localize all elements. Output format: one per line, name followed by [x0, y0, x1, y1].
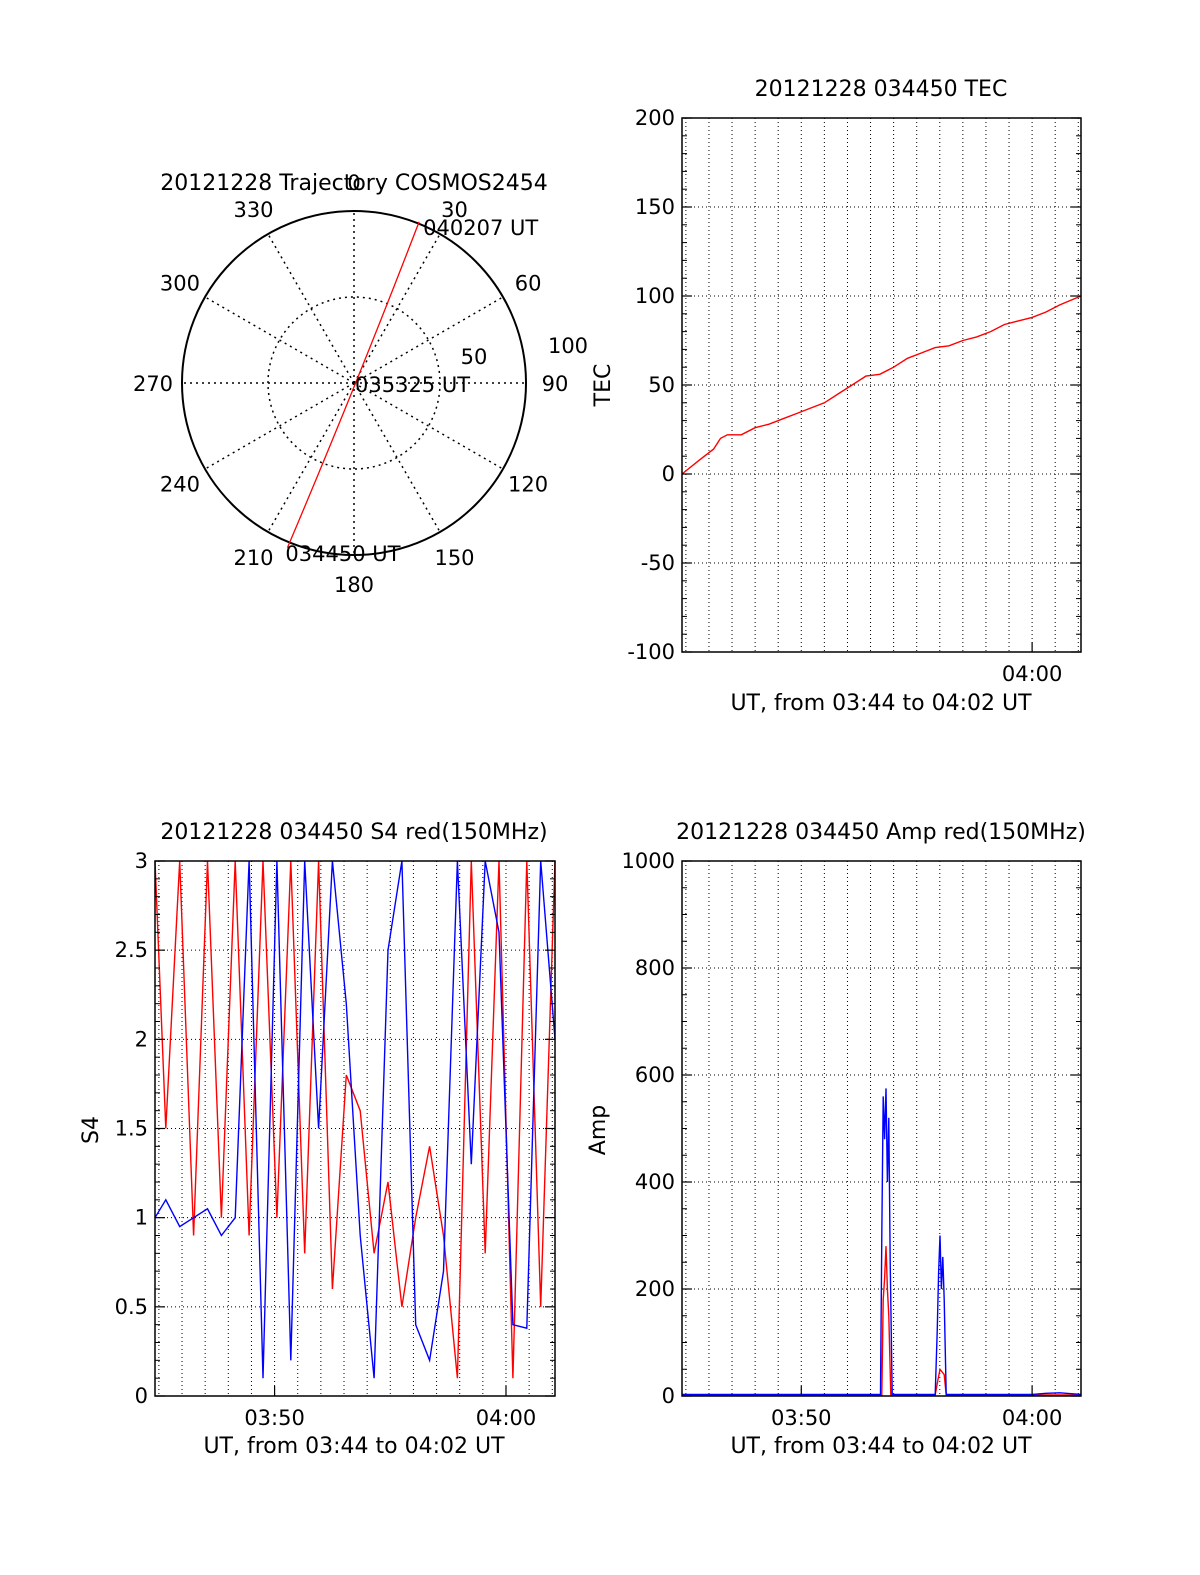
polar-azimuth-labels: 0 30 60 90 120 150 180 210 240 270 300 330	[133, 171, 568, 597]
x-tick-label: 03:50	[244, 1406, 305, 1430]
s4-grid	[155, 861, 555, 1396]
tec-grid	[682, 118, 1081, 652]
s4-title: 20121228 034450 S4 red(150MHz)	[160, 820, 547, 845]
y-tick-label: 0.5	[115, 1295, 148, 1319]
polar-azimuth-label-300: 300	[160, 272, 200, 296]
y-tick-label: 50	[648, 373, 675, 397]
polar-radial-label-50: 50	[461, 345, 488, 369]
polar-azimuth-label-0: 0	[347, 171, 360, 195]
series-line-red	[682, 1246, 1081, 1396]
polar-azimuth-label-120: 120	[508, 473, 548, 497]
polar-azimuth-label-180: 180	[334, 573, 374, 597]
polar-azimuth-label-60: 60	[515, 272, 542, 296]
polar-spoke-210	[267, 382, 355, 533]
s4-x-axis-label: UT, from 03:44 to 04:02 UT	[203, 1434, 505, 1459]
s4-y-tick-labels: 3 2.5 2 1.5 1 0.5 0	[115, 849, 555, 1408]
series-line-blue	[682, 1088, 1082, 1396]
polar-spoke-150	[353, 382, 441, 533]
y-tick-label: 200	[635, 106, 675, 130]
polar-radial-label-100: 100	[548, 334, 588, 358]
amp-grid	[682, 861, 1081, 1396]
y-tick-label: 400	[635, 1170, 675, 1194]
polar-azimuth-label-330: 330	[233, 198, 273, 222]
x-tick-label: 04:00	[476, 1406, 537, 1430]
polar-azimuth-label-90: 90	[542, 372, 569, 396]
y-tick-label: 1	[135, 1206, 148, 1230]
trajectory-start-label: 034450 UT	[285, 542, 400, 566]
polar-azimuth-label-210: 210	[233, 546, 273, 570]
amp-y-tick-labels: 1000 800 600 400 200 0	[622, 849, 1081, 1408]
x-tick-label: 04:00	[1002, 662, 1063, 686]
y-tick-label: 2.5	[115, 938, 148, 962]
polar-outer-ring	[181, 210, 527, 556]
tec-panel: 20121228 034450 TEC 200150100500-50-100 …	[591, 77, 1082, 716]
amp-panel: 20121228 034450 Amp red(150MHz) 1000 800 6…	[586, 820, 1086, 1459]
polar-azimuth-label-150: 150	[434, 546, 474, 570]
y-tick-label: 0	[662, 1384, 675, 1408]
tec-y-axis-label: TEC	[591, 364, 616, 408]
tec-x-tick-labels: 04:00	[1002, 642, 1063, 686]
polar-spoke-30	[353, 233, 441, 384]
y-tick-label: 1000	[622, 849, 675, 873]
tec-frame	[681, 117, 1082, 653]
polar-spoke-300	[204, 296, 355, 384]
x-tick-label: 04:00	[1002, 1406, 1063, 1430]
tec-x-axis-label: UT, from 03:44 to 04:02 UT	[730, 691, 1032, 716]
polar-spoke-120	[353, 382, 504, 470]
y-tick-label: 150	[635, 195, 675, 219]
y-tick-label: 1.5	[115, 1117, 148, 1141]
x-tick-label: 03:50	[771, 1406, 832, 1430]
polar-azimuth-label-270: 270	[133, 372, 173, 396]
y-tick-label: 200	[635, 1277, 675, 1301]
y-tick-label: 0	[135, 1384, 148, 1408]
trajectory-line	[286, 221, 420, 549]
polar-azimuth-label-30: 30	[441, 198, 468, 222]
trajectory-end-label: 040207 UT	[423, 216, 538, 240]
y-tick-label: -100	[627, 640, 675, 664]
s4-panel: 20121228 034450 S4 red(150MHz) 3 2.5 2 1.5 1…	[79, 820, 556, 1459]
polar-azimuth-label-240: 240	[160, 473, 200, 497]
polar-spoke-330	[267, 233, 355, 384]
y-tick-label: 3	[135, 849, 148, 873]
y-tick-label: 2	[135, 1027, 148, 1051]
polar-title: 20121228 Trajectory COSMOS2454	[160, 171, 547, 196]
tec-title: 20121228 034450 TEC	[755, 77, 1008, 102]
y-tick-label: 600	[635, 1063, 675, 1087]
y-tick-label: 0	[662, 462, 675, 486]
amp-series	[682, 1088, 1082, 1396]
polar-spoke-240	[204, 382, 355, 470]
y-tick-label: -50	[641, 551, 675, 575]
s4-series	[154, 860, 556, 1379]
trajectory-polar-panel: 20121228 Trajectory COSMOS2454 0 30 60 90 12…	[133, 171, 588, 597]
amp-title: 20121228 034450 Amp red(150MHz)	[676, 820, 1086, 845]
polar-spokes	[182, 211, 526, 555]
amp-y-axis-label: Amp	[586, 1105, 611, 1155]
y-tick-label: 100	[635, 284, 675, 308]
s4-y-axis-label: S4	[79, 1116, 104, 1144]
s4-x-tick-labels: 03:50 04:00	[244, 1386, 536, 1430]
trajectory-mid-label: 035325 UT	[355, 373, 470, 397]
y-tick-label: 800	[635, 956, 675, 980]
tec-series	[681, 295, 1082, 475]
series-line-blue	[154, 860, 556, 1379]
series-line-red	[681, 295, 1082, 475]
tec-y-tick-labels: 200 150 100 50 0 -50 -100	[627, 106, 1081, 664]
amp-x-tick-labels: 03:50 04:00	[771, 1386, 1062, 1430]
amp-x-axis-label: UT, from 03:44 to 04:02 UT	[730, 1434, 1032, 1459]
polar-spoke-60	[353, 296, 504, 384]
series-line-red	[154, 860, 556, 1379]
